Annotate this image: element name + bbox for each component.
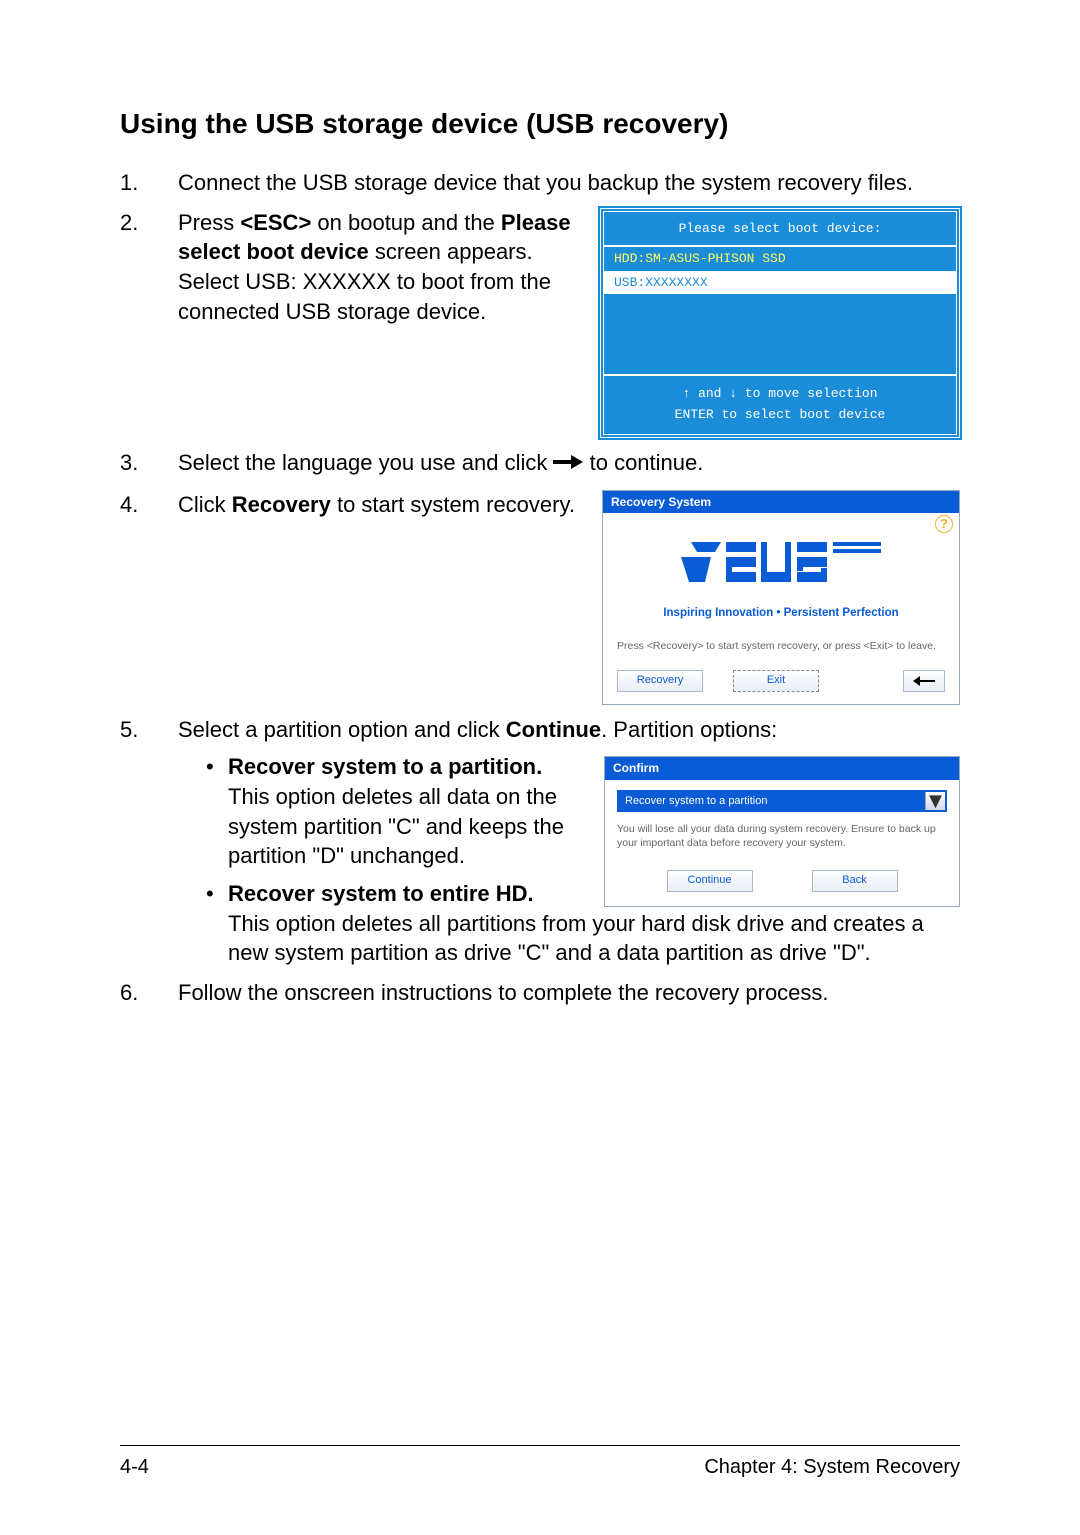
- recovery-system-dialog: Recovery System ?: [602, 490, 960, 705]
- step-5-frag-a: Select a partition option and click: [178, 717, 506, 742]
- confirm-message: You will lose all your data during syste…: [617, 822, 947, 850]
- option-partition-text: This option deletes all data on the syst…: [228, 784, 564, 868]
- section-heading: Using the USB storage device (USB recove…: [120, 108, 960, 140]
- confirm-title: Confirm: [605, 757, 959, 779]
- page-footer: 4-4 Chapter 4: System Recovery: [120, 1445, 960, 1479]
- recovery-message: Press <Recovery> to start system recover…: [617, 640, 945, 654]
- step-5: Select a partition option and click Cont…: [120, 715, 960, 969]
- recovery-tagline: Inspiring Innovation • Persistent Perfec…: [617, 606, 945, 622]
- step-6: Follow the onscreen instructions to comp…: [120, 978, 960, 1008]
- asus-logo: [617, 527, 945, 605]
- bios-option-usb[interactable]: USB:XXXXXXXX: [604, 271, 956, 295]
- step-3-frag-a: Select the language you use and click: [178, 450, 553, 475]
- back-arrow-button[interactable]: [903, 670, 945, 692]
- step-2-text: Press <ESC> on bootup and the Please sel…: [178, 208, 582, 327]
- step-4-text: Click Recovery to start system recovery.: [178, 490, 584, 520]
- step-1: Connect the USB storage device that you …: [120, 168, 960, 198]
- option-partition-heading: Recover system to a partition.: [228, 754, 542, 779]
- step-2-frag-a: Press: [178, 210, 240, 235]
- recovery-dialog-title: Recovery System: [603, 491, 959, 513]
- dropdown-arrow-icon[interactable]: ▼: [925, 792, 945, 810]
- partition-dropdown[interactable]: Recover system to a partition ▼: [617, 790, 947, 812]
- option-entire-hd: Recover system to entire HD. This option…: [206, 879, 960, 968]
- bios-option-hdd[interactable]: HDD:SM-ASUS-PHISON SSD: [604, 247, 956, 271]
- document-page: Using the USB storage device (USB recove…: [0, 0, 1080, 1078]
- exit-button[interactable]: Exit: [733, 670, 819, 692]
- bios-boot-menu: Please select boot device: HDD:SM-ASUS-P…: [600, 208, 960, 438]
- bios-title: Please select boot device:: [604, 212, 956, 248]
- step-3-frag-b: to continue.: [590, 450, 704, 475]
- step-2-frag-b: on bootup and the: [311, 210, 501, 235]
- step-4-frag-a: Click: [178, 492, 232, 517]
- option-entire-hd-text: This option deletes all partitions from …: [228, 911, 924, 966]
- page-number: 4-4: [120, 1456, 149, 1479]
- step-4: Click Recovery to start system recovery.…: [120, 490, 960, 705]
- partition-dropdown-value: Recover system to a partition: [625, 795, 767, 807]
- step-3: Select the language you use and click to…: [120, 448, 960, 480]
- recovery-button[interactable]: Recovery: [617, 670, 703, 692]
- step-list: Connect the USB storage device that you …: [120, 168, 960, 1008]
- option-partition: Confirm Recover system to a partition ▼ …: [206, 752, 960, 871]
- step-2-esc: <ESC>: [240, 210, 311, 235]
- bios-hint-2: ENTER to select boot device: [610, 405, 950, 426]
- step-4-frag-b: to start system recovery.: [331, 492, 575, 517]
- step-5-bold: Continue: [506, 717, 601, 742]
- step-1-text: Connect the USB storage device that you …: [178, 170, 913, 195]
- option-entire-hd-heading: Recover system to entire HD.: [228, 881, 534, 906]
- step-4-bold: Recovery: [232, 492, 331, 517]
- chapter-label: Chapter 4: System Recovery: [704, 1456, 960, 1479]
- arrow-right-icon: [553, 450, 583, 480]
- partition-options: Confirm Recover system to a partition ▼ …: [178, 752, 960, 968]
- bios-hint-1: ↑ and ↓ to move selection: [610, 384, 950, 405]
- step-5-frag-b: . Partition options:: [601, 717, 777, 742]
- step-2: Press <ESC> on bootup and the Please sel…: [120, 208, 960, 438]
- bios-hint: ↑ and ↓ to move selection ENTER to selec…: [604, 374, 956, 434]
- step-6-text: Follow the onscreen instructions to comp…: [178, 980, 829, 1005]
